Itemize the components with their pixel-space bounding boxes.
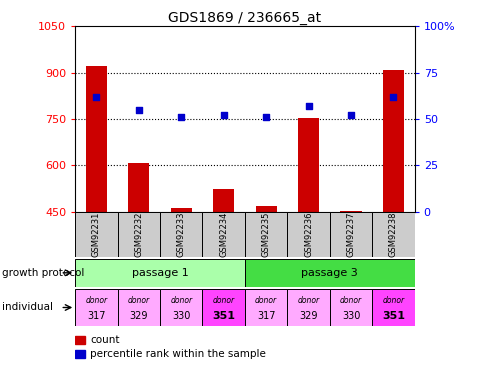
Text: 351: 351 bbox=[381, 311, 404, 321]
Text: 330: 330 bbox=[172, 311, 190, 321]
Text: GSM92231: GSM92231 bbox=[91, 211, 101, 257]
Text: growth protocol: growth protocol bbox=[2, 268, 85, 278]
Bar bbox=[86, 66, 107, 212]
Bar bbox=[202, 212, 244, 257]
Bar bbox=[160, 289, 202, 326]
Text: GSM92234: GSM92234 bbox=[219, 211, 228, 257]
Bar bbox=[75, 212, 117, 257]
Point bbox=[219, 112, 227, 118]
Bar bbox=[372, 289, 414, 326]
Bar bbox=[329, 212, 372, 257]
Point bbox=[92, 94, 100, 100]
Bar bbox=[170, 208, 192, 212]
Text: donor: donor bbox=[339, 296, 362, 305]
Bar bbox=[382, 70, 403, 212]
Bar bbox=[287, 289, 329, 326]
Text: donor: donor bbox=[297, 296, 319, 305]
Text: donor: donor bbox=[381, 296, 404, 305]
Bar bbox=[75, 259, 244, 287]
Bar bbox=[202, 289, 244, 326]
Text: individual: individual bbox=[2, 303, 53, 312]
Bar bbox=[244, 289, 287, 326]
Point bbox=[347, 112, 354, 118]
Bar bbox=[75, 289, 117, 326]
Text: percentile rank within the sample: percentile rank within the sample bbox=[90, 349, 266, 359]
Text: GSM92238: GSM92238 bbox=[388, 211, 397, 257]
Point bbox=[177, 114, 185, 120]
Text: donor: donor bbox=[170, 296, 192, 305]
Bar bbox=[160, 212, 202, 257]
Text: GSM92237: GSM92237 bbox=[346, 211, 355, 257]
Text: count: count bbox=[90, 335, 120, 345]
Text: 330: 330 bbox=[341, 311, 360, 321]
Text: GSM92233: GSM92233 bbox=[176, 211, 185, 257]
Bar bbox=[297, 117, 318, 212]
Text: 317: 317 bbox=[87, 311, 106, 321]
Bar bbox=[117, 212, 160, 257]
Text: donor: donor bbox=[212, 296, 234, 305]
Bar bbox=[244, 259, 414, 287]
Text: 329: 329 bbox=[299, 311, 317, 321]
Bar bbox=[329, 289, 372, 326]
Bar bbox=[372, 212, 414, 257]
Text: donor: donor bbox=[85, 296, 107, 305]
Point bbox=[135, 107, 142, 113]
Text: GSM92235: GSM92235 bbox=[261, 211, 270, 257]
Bar bbox=[128, 163, 149, 212]
Text: 351: 351 bbox=[212, 311, 235, 321]
Bar bbox=[75, 336, 85, 344]
Text: GSM92236: GSM92236 bbox=[303, 211, 313, 257]
Text: donor: donor bbox=[255, 296, 277, 305]
Point bbox=[389, 94, 396, 100]
Point bbox=[262, 114, 270, 120]
Bar bbox=[117, 289, 160, 326]
Text: passage 3: passage 3 bbox=[301, 268, 358, 278]
Bar bbox=[340, 211, 361, 212]
Text: passage 1: passage 1 bbox=[131, 268, 188, 278]
Bar bbox=[75, 350, 85, 358]
Bar bbox=[244, 212, 287, 257]
Text: 329: 329 bbox=[129, 311, 148, 321]
Title: GDS1869 / 236665_at: GDS1869 / 236665_at bbox=[168, 11, 321, 25]
Bar bbox=[287, 212, 329, 257]
Point bbox=[304, 103, 312, 109]
Bar bbox=[255, 206, 276, 212]
Text: GSM92232: GSM92232 bbox=[134, 211, 143, 257]
Bar bbox=[212, 189, 234, 212]
Text: donor: donor bbox=[127, 296, 150, 305]
Text: 317: 317 bbox=[257, 311, 275, 321]
